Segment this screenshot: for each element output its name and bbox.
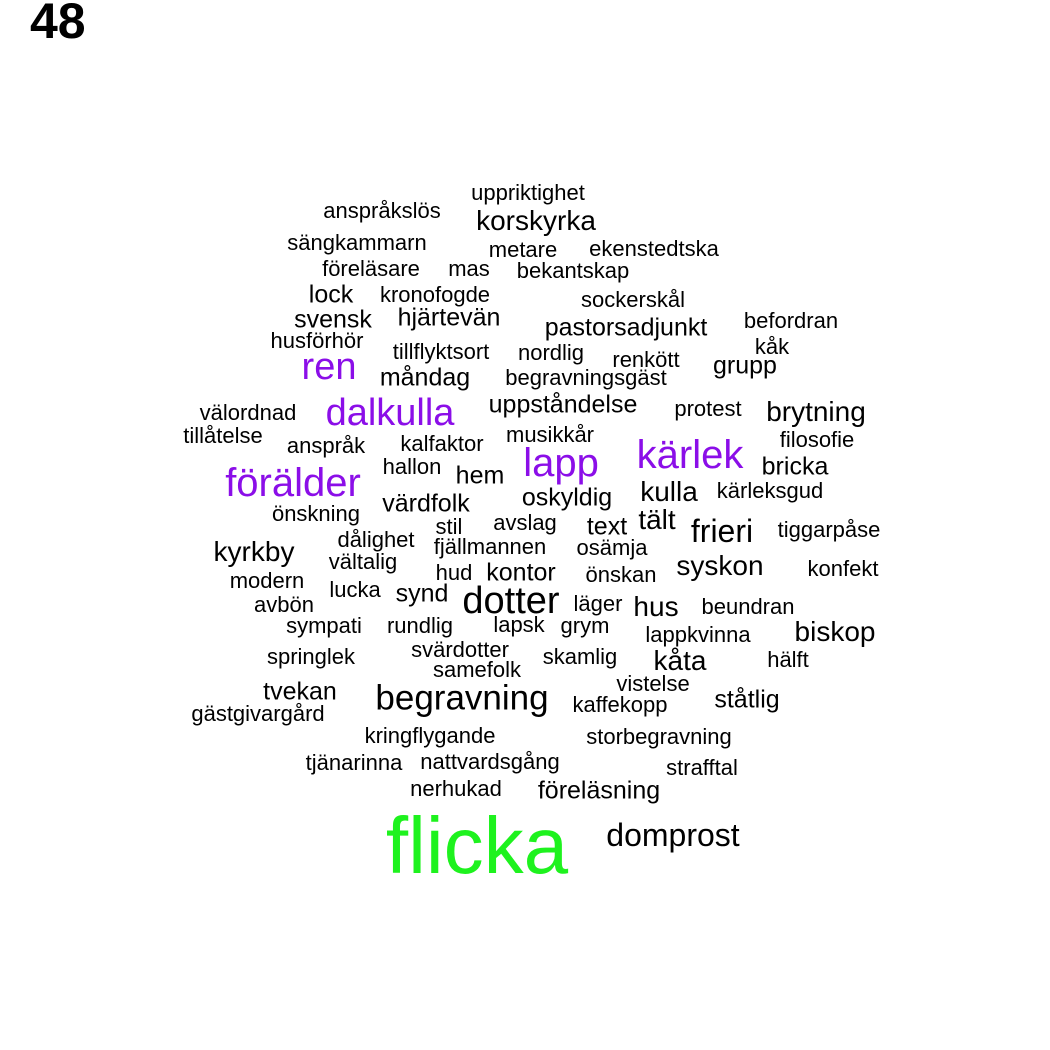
cloud-word: lucka <box>329 577 381 602</box>
cloud-word: måndag <box>379 363 471 392</box>
cloud-word: kalfaktor <box>400 431 484 456</box>
cloud-word: avslag <box>493 510 557 535</box>
cloud-word: flicka <box>385 801 569 890</box>
cloud-word: bricka <box>761 452 829 481</box>
cloud-word: hallon <box>382 454 442 479</box>
cloud-word: skamlig <box>542 644 618 669</box>
cloud-word: syskon <box>676 550 764 581</box>
cloud-word: dalkulla <box>325 392 455 434</box>
cloud-word: kaffekopp <box>572 692 668 717</box>
cloud-word: synd <box>395 579 449 608</box>
cloud-word: anspråk <box>286 433 366 458</box>
cloud-word: kåta <box>653 645 707 676</box>
cloud-word: förälder <box>225 461 361 505</box>
cloud-word: kåk <box>754 334 790 359</box>
cloud-word: modern <box>229 568 305 593</box>
cloud-word: läger <box>573 591 623 616</box>
cloud-word: kronofogde <box>379 282 491 307</box>
cloud-word: nattvardsgång <box>420 749 560 774</box>
cloud-word: oskyldig <box>521 483 613 512</box>
cloud-word: mas <box>448 256 490 281</box>
cloud-word: vältalig <box>328 549 398 574</box>
cloud-word: begravningsgäst <box>505 365 667 390</box>
cloud-word: grym <box>560 613 610 638</box>
cloud-word: biskop <box>794 616 876 647</box>
cloud-word: tillåtelse <box>183 423 263 448</box>
cloud-word: kärleksgud <box>716 478 824 503</box>
cloud-word: musikkår <box>505 422 595 447</box>
cloud-word: gästgivargård <box>191 701 325 726</box>
cloud-word: frieri <box>690 513 754 549</box>
cloud-word: tvekan <box>263 677 337 706</box>
cloud-word: fjällmannen <box>433 534 547 559</box>
cloud-word: osämja <box>576 535 648 560</box>
cloud-word: nordlig <box>517 340 585 365</box>
cloud-word: vistelse <box>616 671 690 696</box>
cloud-word: lock <box>308 280 354 309</box>
cloud-word: önskan <box>585 562 657 587</box>
cloud-word: dotter <box>462 580 560 622</box>
cloud-word: tiggarpåse <box>777 517 881 542</box>
cloud-word: sympati <box>286 613 362 638</box>
cloud-word: ren <box>301 346 357 388</box>
cloud-word: renkött <box>612 347 680 372</box>
cloud-word: kyrkby <box>213 536 295 567</box>
cloud-word: grupp <box>713 351 777 380</box>
cloud-word: hud <box>435 560 473 585</box>
cloud-word: hem <box>455 461 505 490</box>
cloud-word: kringflygande <box>364 723 496 748</box>
cloud-word: kulla <box>640 476 698 507</box>
cloud-word: tjänarinna <box>305 750 403 775</box>
cloud-word: kärlek <box>636 433 744 477</box>
cloud-word: domprost <box>606 817 740 853</box>
cloud-word: springlek <box>266 644 356 669</box>
cloud-word: föreläsning <box>537 776 661 805</box>
cloud-word: lappkvinna <box>645 622 751 647</box>
cloud-word: föreläsare <box>322 256 420 281</box>
cloud-word: befordran <box>743 308 839 333</box>
cloud-word: lapsk <box>493 612 545 637</box>
cloud-word: brytning <box>766 396 866 427</box>
cloud-word: beundran <box>701 594 795 619</box>
cloud-word: protest <box>674 396 742 421</box>
cloud-word: nerhukad <box>410 776 502 801</box>
cloud-word: bekantskap <box>516 258 630 283</box>
cloud-word: korskyrka <box>476 205 596 236</box>
cloud-word: husförhör <box>270 328 364 353</box>
cloud-word: metare <box>488 237 558 262</box>
cloud-word: strafftal <box>666 755 738 780</box>
cloud-word: kontor <box>486 558 556 587</box>
cloud-word: rundlig <box>386 613 454 638</box>
cloud-word: text <box>586 512 628 541</box>
cloud-word: ekenstedtska <box>589 236 719 261</box>
cloud-word: dålighet <box>337 527 415 552</box>
cloud-word: välordnad <box>199 400 297 425</box>
page-number: 48 <box>30 0 86 49</box>
cloud-word: filosofie <box>779 427 855 452</box>
cloud-word: storbegravning <box>586 724 732 749</box>
cloud-word: sängkammarn <box>287 230 427 255</box>
cloud-word: hus <box>633 591 679 622</box>
cloud-word: svensk <box>294 305 372 334</box>
cloud-word: tält <box>638 504 676 535</box>
cloud-word: ståtlig <box>714 685 780 714</box>
cloud-word: begravning <box>375 678 549 718</box>
cloud-word: stil <box>435 514 463 539</box>
cloud-word: önskning <box>271 501 361 526</box>
cloud-word: hälft <box>767 647 809 672</box>
cloud-word: lapp <box>523 441 599 485</box>
cloud-word: konfekt <box>807 556 879 581</box>
cloud-word: värdfolk <box>382 489 470 518</box>
cloud-word: anspråkslös <box>323 198 441 223</box>
cloud-word: tillflyktsort <box>392 339 490 364</box>
cloud-word: samefolk <box>432 657 522 682</box>
cloud-word: hjärtevän <box>397 303 501 332</box>
cloud-word: avbön <box>254 592 314 617</box>
cloud-word: sockerskål <box>581 287 685 312</box>
cloud-word: pastorsadjunkt <box>544 313 708 342</box>
cloud-word: svärdotter <box>411 637 509 662</box>
cloud-word: uppståndelse <box>488 390 638 419</box>
cloud-word: uppriktighet <box>471 180 585 205</box>
